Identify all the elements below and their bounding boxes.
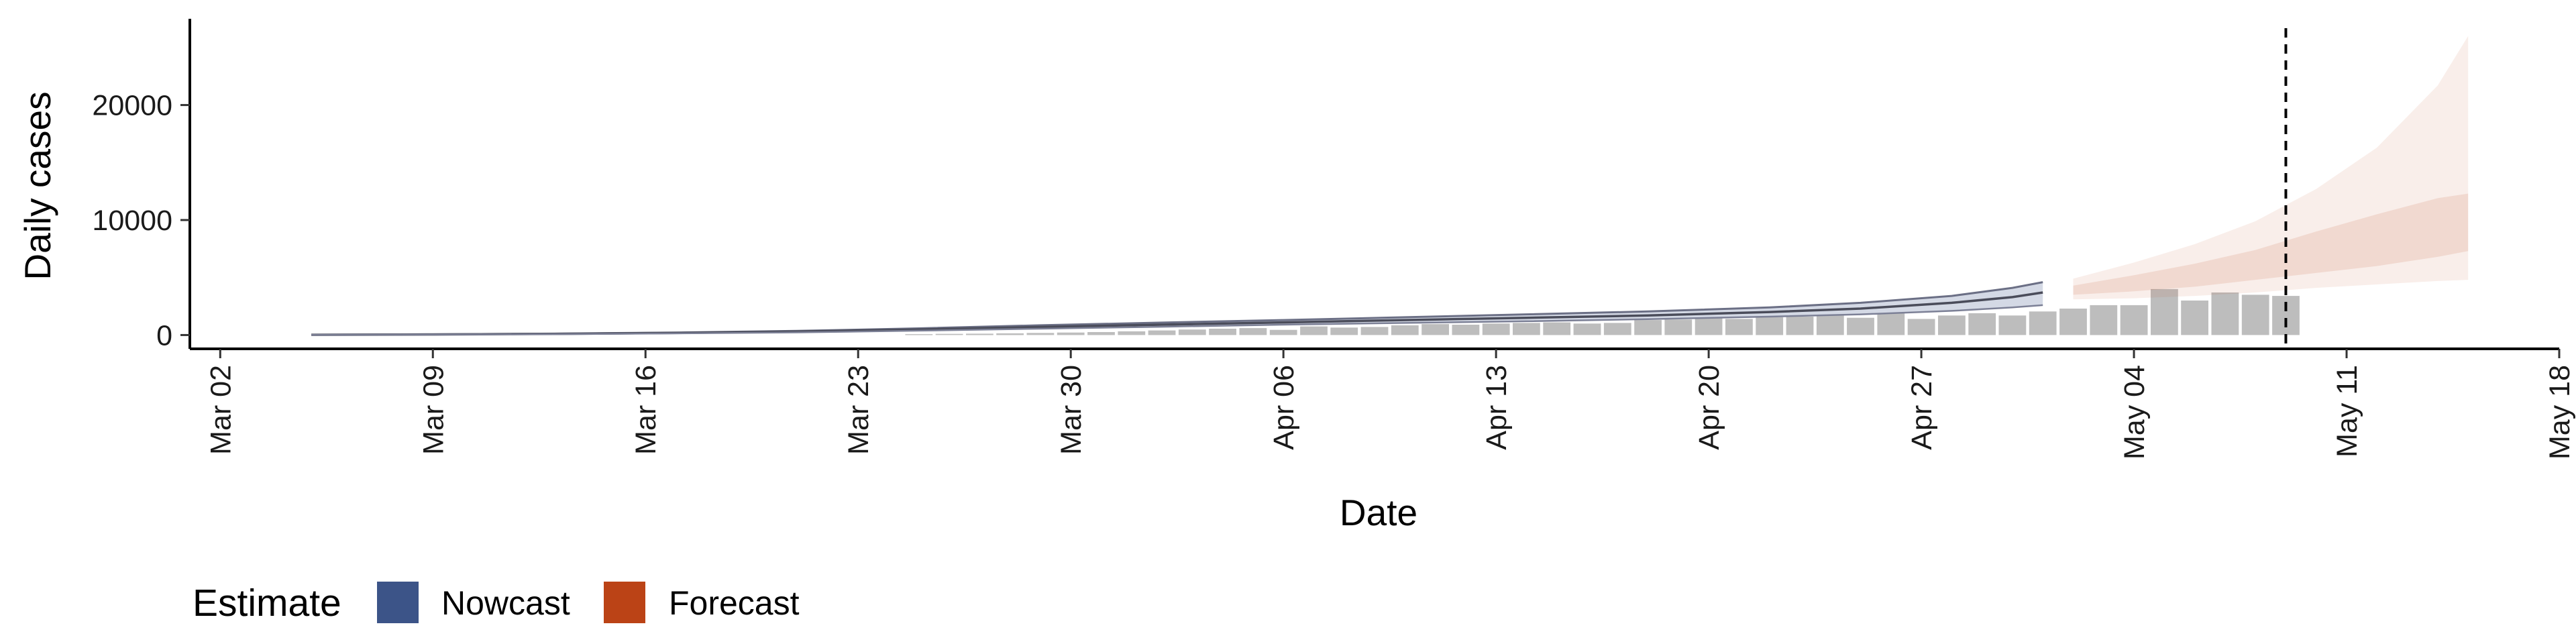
case-bar [2120,305,2148,335]
case-bar [1513,323,1540,335]
x-tick-label: Mar 02 [205,365,237,455]
x-tick-label: May 18 [2544,365,2576,460]
x-axis-title: Date [1340,492,1417,533]
case-bar [1300,326,1328,335]
legend: Estimate Nowcast Forecast [193,582,800,625]
case-bar [1118,331,1146,335]
case-bar [2241,294,2269,335]
case-bar [996,333,1024,335]
case-bar [1330,327,1358,335]
x-tick-label: Apr 20 [1693,365,1725,450]
case-bar [1057,332,1085,335]
x-tick-label: Apr 06 [1268,365,1300,450]
nowcast-lower-line [311,304,2043,336]
case-bar [905,334,933,335]
case-bar [1634,320,1662,335]
y-tick-label: 0 [156,319,172,352]
forecast-outer-band [2073,36,2469,300]
x-tick-label: May 04 [2118,365,2151,460]
case-bar [2090,305,2118,335]
case-bar [1421,324,1449,335]
case-bar [1786,317,1814,335]
case-bar [1938,315,1966,335]
case-bar [1847,317,1874,335]
x-tick-label: Apr 27 [1906,365,1938,450]
x-tick-label: Mar 23 [843,365,875,455]
forecast-inner-band [2073,193,2469,295]
y-tick-label: 10000 [92,205,172,237]
legend-swatch-forecast [604,582,645,623]
x-tick-label: Mar 16 [630,365,662,455]
x-tick-label: May 11 [2331,365,2363,458]
case-bar [2151,288,2178,335]
case-bar [966,333,994,335]
reported-cases-bars [905,288,2300,335]
case-bar [1452,325,1480,335]
case-bar [2272,296,2300,335]
case-bar [1482,323,1510,335]
axes [189,19,2559,350]
case-bar [2059,309,2087,335]
legend-label-nowcast: Nowcast [441,584,570,622]
case-bar [1756,317,1784,335]
case-bar [1603,323,1631,335]
case-bar [935,333,963,335]
case-bar [1543,322,1571,335]
case-bar [1148,330,1176,335]
case-bar [1087,332,1115,335]
legend-label-forecast: Forecast [669,584,800,622]
case-bar [1209,329,1236,335]
estimate-lines [311,281,2043,336]
case-bar [1360,327,1389,335]
case-bar [1907,319,1935,335]
case-bar [1695,317,1723,335]
legend-swatch-nowcast [377,582,419,623]
case-bar [2029,311,2057,335]
y-axis-ticks: 0 10000 20000 [92,90,190,352]
case-bar [1725,319,1753,335]
case-bar [2211,292,2239,335]
case-bar [1026,333,1055,335]
case-bar [1239,328,1267,335]
case-bar [1573,323,1601,335]
case-bar [1998,315,2027,335]
case-bar [2181,301,2208,335]
legend-title: Estimate [193,582,341,625]
y-axis-title: Daily cases [17,91,58,280]
estimate-bands [311,36,2469,335]
case-bar [1816,315,1844,335]
case-bar [1664,319,1693,335]
case-bar [1968,313,1996,335]
x-axis-ticks: Mar 02 Mar 09 Mar 16 Mar 23 Mar 30 Apr 06 Apr … [205,349,2576,460]
x-tick-label: Mar 09 [417,365,449,455]
case-bar [1269,329,1297,335]
y-tick-label: 20000 [92,90,172,122]
case-bar [1178,329,1206,335]
x-tick-label: Mar 30 [1055,365,1087,455]
case-bar [1877,313,1905,335]
case-bar [1391,325,1419,335]
x-tick-label: Apr 13 [1481,365,1513,450]
